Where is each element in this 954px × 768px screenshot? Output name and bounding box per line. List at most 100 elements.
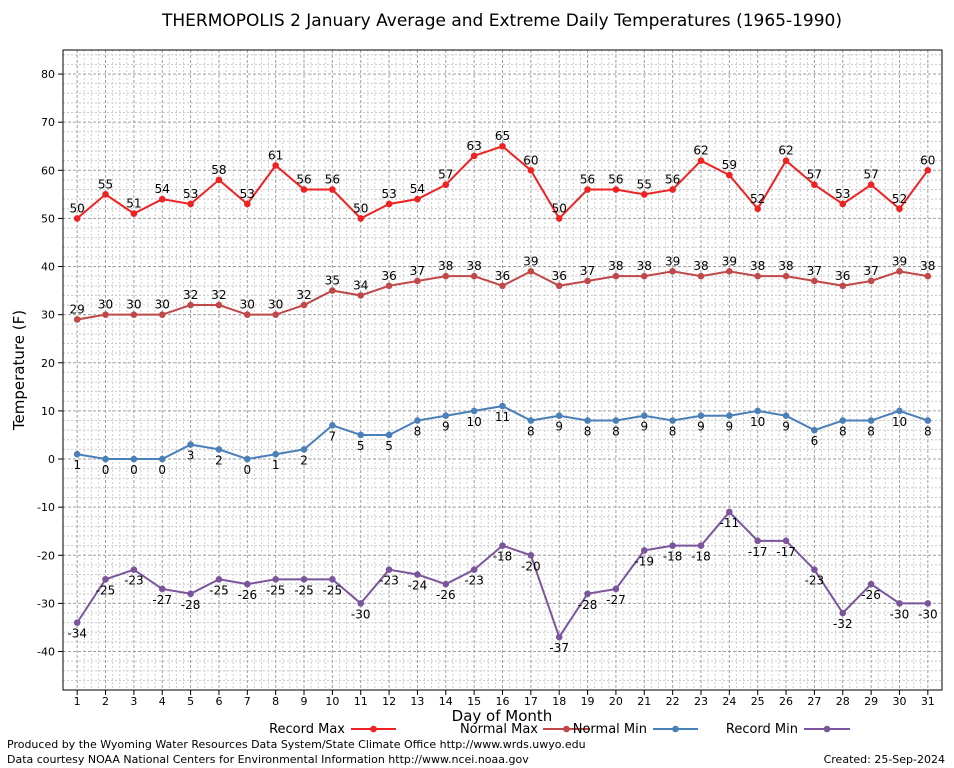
data-label: 8 (839, 425, 847, 439)
y-tick-label: 30 (41, 309, 55, 322)
data-point (612, 186, 620, 193)
data-point (839, 282, 847, 290)
data-label: 37 (580, 264, 595, 278)
data-point (329, 287, 336, 294)
data-label: 32 (211, 288, 226, 302)
data-label: 39 (722, 254, 737, 268)
data-label: 8 (669, 425, 677, 439)
data-label: 0 (102, 463, 110, 477)
y-tick-label: 0 (48, 453, 55, 466)
data-point (414, 571, 421, 578)
data-label: 8 (527, 425, 535, 439)
data-point (357, 600, 365, 607)
data-label: 36 (495, 269, 510, 283)
data-label: -26 (861, 588, 881, 602)
data-label: 32 (296, 288, 311, 302)
data-point (669, 268, 676, 275)
data-point (867, 417, 875, 424)
x-tick-label: 22 (666, 695, 680, 708)
data-label: 3 (187, 449, 195, 463)
y-tick-label: 60 (41, 164, 55, 177)
data-point (385, 200, 393, 208)
data-label: 50 (552, 201, 567, 215)
data-label: -32 (833, 617, 853, 631)
data-label: 51 (126, 197, 141, 211)
data-label: -24 (408, 579, 428, 593)
y-tick-label: -10 (37, 501, 55, 514)
legend: Record Max Normal Max Normal Min Record Min (269, 722, 850, 737)
data-label: -25 (294, 583, 314, 597)
x-axis-label: Day of Month (452, 707, 553, 725)
data-point (640, 191, 648, 198)
data-label: 60 (920, 153, 935, 167)
data-point (839, 200, 847, 208)
data-label: -17 (776, 545, 796, 559)
data-label: 38 (778, 259, 793, 273)
y-tick-label: 70 (41, 116, 55, 129)
data-point (726, 412, 733, 420)
data-label: 38 (438, 259, 453, 273)
data-point (726, 171, 733, 179)
legend-item-normal-min: Normal Min (573, 722, 698, 737)
data-point (555, 412, 563, 420)
data-label: -25 (96, 583, 116, 597)
data-point (669, 417, 676, 424)
footer-data-courtesy: Data courtesy NOAA National Centers for … (7, 753, 529, 766)
data-label: 8 (584, 425, 592, 439)
data-point (187, 301, 194, 309)
series-record-min: -34-25-23-27 -28-25 -26 -25 -25 -25-30-23 -24-… (67, 508, 938, 655)
data-point (73, 316, 81, 323)
x-tick-label: 29 (864, 695, 878, 708)
data-point (754, 272, 761, 280)
data-label: -11 (720, 516, 740, 530)
x-tick-label: 3 (130, 695, 137, 708)
data-label: -17 (748, 545, 768, 559)
data-label: 10 (467, 415, 482, 429)
data-label: 54 (155, 182, 170, 196)
data-label: -18 (663, 550, 683, 564)
data-label: 9 (697, 420, 705, 434)
data-point (527, 551, 535, 559)
y-tick-label: 50 (41, 212, 55, 225)
data-point (669, 542, 676, 549)
data-point (555, 282, 563, 290)
data-label: -28 (578, 598, 598, 612)
x-tick-label: 20 (609, 695, 623, 708)
data-point (754, 407, 761, 415)
data-label: 57 (863, 168, 878, 182)
data-point (130, 311, 138, 318)
data-label: 37 (863, 264, 878, 278)
data-label: 62 (778, 144, 793, 158)
data-point (187, 590, 194, 598)
data-point (73, 215, 81, 222)
data-label: 57 (438, 168, 453, 182)
data-point (697, 272, 705, 280)
y-tick-label: 10 (41, 405, 55, 418)
data-point (470, 407, 478, 415)
data-label: -25 (323, 583, 343, 597)
y-tick-label: 80 (41, 68, 55, 81)
data-point (442, 181, 450, 189)
data-label: 60 (523, 153, 538, 167)
data-point (130, 455, 138, 463)
data-point (726, 268, 733, 275)
data-label: 56 (296, 173, 311, 187)
data-point (244, 580, 251, 588)
data-point (130, 566, 138, 573)
data-label: -18 (493, 550, 513, 564)
data-point (811, 566, 818, 573)
x-tick-label: 21 (637, 695, 651, 708)
data-point (782, 537, 790, 545)
data-point (782, 272, 790, 280)
data-point (584, 186, 591, 193)
data-point (158, 455, 166, 463)
data-label: -30 (890, 607, 910, 621)
data-label: 52 (750, 192, 765, 206)
data-point (924, 167, 932, 174)
data-point (385, 566, 393, 573)
data-label: 56 (608, 173, 623, 187)
data-point (215, 176, 223, 184)
data-point (272, 311, 279, 318)
data-label: 56 (580, 173, 595, 187)
data-label: -37 (549, 641, 569, 655)
